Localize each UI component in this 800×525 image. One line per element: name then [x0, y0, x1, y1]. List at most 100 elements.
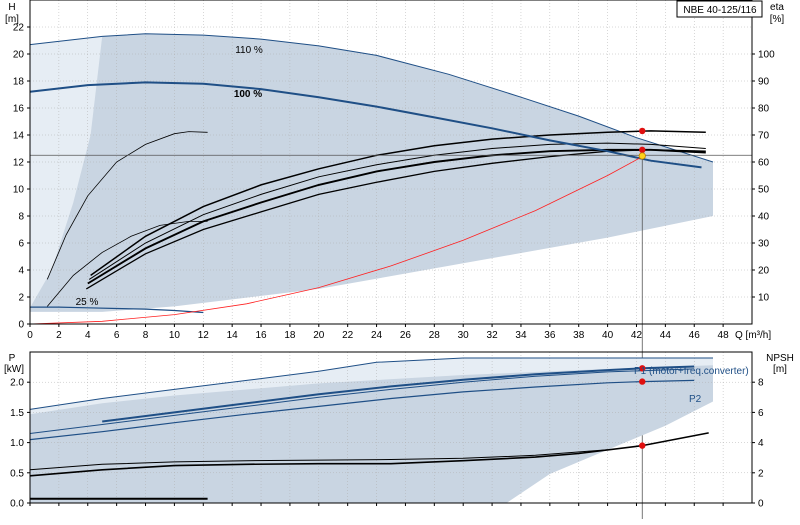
x-tick-label: 12 — [198, 330, 210, 341]
x-tick-label: 42 — [631, 330, 643, 341]
operating-band-light — [30, 358, 713, 415]
operating-point-head-0 — [639, 127, 646, 135]
y2-tick-label: 40 — [758, 212, 770, 223]
x-tick-label: 18 — [284, 330, 296, 341]
y-tick-label: 0.0 — [10, 499, 24, 510]
x-tick-label: 40 — [602, 330, 614, 341]
y2-tick-label: 80 — [758, 104, 770, 115]
x-tick-label: 16 — [255, 330, 267, 341]
eta-axis-unit: [%] — [770, 14, 785, 25]
power-band-edge — [29, 357, 713, 410]
legend-p2: P2 — [689, 394, 702, 405]
x-tick-label: 32 — [487, 330, 499, 341]
speed-label-100: 100 % — [234, 89, 262, 100]
operating-band-light — [30, 36, 103, 308]
x-tick-label: 46 — [689, 330, 701, 341]
power-operating-points — [639, 365, 646, 449]
operating-point-head-2 — [638, 152, 646, 160]
y-tick-label: 1.0 — [10, 438, 24, 449]
y2-tick-label: 0 — [758, 499, 764, 510]
power-axis-unit: [kW] — [4, 364, 24, 375]
y2-tick-label: 30 — [758, 239, 770, 250]
y-tick-label: 20 — [13, 50, 25, 61]
x-tick-label: 14 — [227, 330, 239, 341]
y2-tick-label: 2 — [758, 468, 764, 479]
head-plot: 0246810121416182022102030405060708090100… — [13, 0, 775, 519]
x-tick-label: 38 — [573, 330, 585, 341]
y-tick-label: 1.5 — [10, 408, 24, 419]
operating-band-fill — [30, 358, 713, 503]
x-tick-label: 36 — [544, 330, 556, 341]
x-tick-label: 34 — [515, 330, 527, 341]
plot-frame — [29, 351, 753, 504]
speed-curve-100 — [29, 81, 702, 169]
y2-tick-label: 4 — [758, 438, 764, 449]
npsh-axis-unit: [m] — [773, 364, 787, 375]
head-curves — [29, 33, 752, 519]
operating-point-power-1 — [639, 378, 646, 385]
x-tick-label: 0 — [27, 330, 33, 341]
power-curves — [29, 357, 713, 500]
x-axis-label: Q [m³/h] — [735, 330, 771, 341]
x-tick-label: 4 — [85, 330, 91, 341]
x-tick-label: 48 — [718, 330, 730, 341]
power-npsh-plot: 0.0 0.5 1.0 1.5 2.0 0 2 4 6 8 — [10, 351, 764, 510]
model-label-frame — [676, 0, 763, 18]
y-tick-label: 0.5 — [10, 468, 24, 479]
system-curve — [29, 156, 643, 325]
efficiency-curve-eta_c — [85, 149, 706, 290]
y2-tick-label: 8 — [758, 378, 764, 389]
speed-curve-25 — [30, 306, 204, 314]
head-axis-label: H — [8, 2, 15, 13]
y2-tick-label: 10 — [758, 293, 770, 304]
head-axes: 0246810121416182022102030405060708090100… — [13, 0, 775, 341]
y2-tick-label: 50 — [758, 185, 770, 196]
speed-label-110: 110 % — [235, 45, 263, 56]
power-axes: 0.0 0.5 1.0 1.5 2.0 0 2 4 6 8 — [10, 351, 764, 510]
efficiency-curve-eta_d — [87, 148, 706, 285]
y2-tick-label: 70 — [758, 131, 770, 142]
y-tick-label: 2.0 — [10, 378, 24, 389]
y-tick-label: 2 — [18, 293, 24, 304]
efficiency-curve-eta_a — [46, 131, 208, 280]
legend-p1: P1 (motor+freq.converter) — [634, 366, 749, 377]
y-tick-label: 18 — [13, 77, 25, 88]
speed-curve-110 — [29, 33, 714, 163]
efficiency-curve-eta_e — [88, 142, 706, 280]
power-curve-0 — [102, 365, 695, 423]
y-tick-label: 14 — [13, 131, 25, 142]
power-axis-label: P — [9, 353, 16, 364]
y2-tick-label: 6 — [758, 408, 764, 419]
x-tick-label: 44 — [660, 330, 672, 341]
y-tick-label: 8 — [18, 212, 24, 223]
y2-tick-label: 20 — [758, 266, 770, 277]
operating-point-power-0 — [639, 365, 646, 372]
speed-label-25: 25 % — [76, 297, 99, 308]
npsh-axis-label: NPSH — [766, 353, 794, 364]
y-tick-label: 0 — [18, 320, 24, 331]
x-tick-label: 6 — [114, 330, 120, 341]
x-tick-label: 26 — [400, 330, 412, 341]
power-curve-2 — [29, 368, 695, 434]
model-label-box: NBE 40-125/116 — [676, 0, 763, 18]
power-curve-4 — [29, 449, 608, 471]
x-tick-label: 10 — [169, 330, 181, 341]
y2-tick-label: 60 — [758, 158, 770, 169]
y-tick-label: 6 — [18, 239, 24, 250]
x-tick-label: 8 — [143, 330, 149, 341]
efficiency-curve-eta_f — [90, 130, 706, 277]
x-tick-label: 24 — [371, 330, 383, 341]
x-tick-label: 30 — [458, 330, 470, 341]
y2-tick-label: 90 — [758, 77, 770, 88]
head-operating-points — [638, 127, 646, 160]
power-operating-band — [30, 358, 713, 503]
y-tick-label: 4 — [18, 266, 24, 277]
y-tick-label: 12 — [13, 158, 25, 169]
x-tick-label: 28 — [429, 330, 441, 341]
head-axis-unit: [m] — [5, 14, 19, 25]
head-grid — [29, 0, 752, 325]
y-tick-label: 10 — [13, 185, 25, 196]
power-curve-1 — [29, 379, 695, 441]
